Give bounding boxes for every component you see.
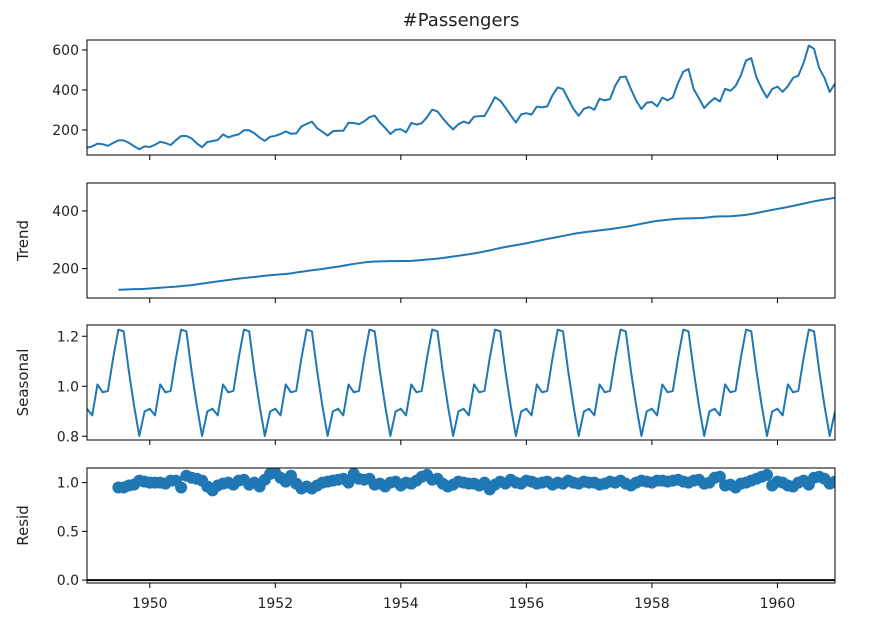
y-tick-label: 400: [52, 204, 79, 220]
y-axis-label-seasonal: Seasonal: [14, 349, 32, 417]
y-tick-label: 1.0: [57, 379, 79, 395]
axes-frame-seasonal: [86, 324, 836, 441]
resid-point: [850, 480, 862, 492]
y-tick-label: 200: [52, 262, 79, 278]
plot-area-observed: [87, 44, 835, 151]
x-tick-label: 1954: [383, 596, 419, 612]
resid-point: [839, 478, 851, 490]
x-tick-label: 1952: [257, 596, 293, 612]
y-axis-label-resid: Resid: [14, 505, 32, 545]
y-tick-label: 1.2: [57, 329, 79, 345]
resid-point: [342, 476, 355, 489]
panel-resid: 0.0 0.5 1.0 1950 1952 1954 1956 1958 1960 Resid: [14, 467, 873, 612]
panel-observed: 200 400 600 #Passengers: [52, 10, 836, 160]
resid-point: [866, 476, 873, 488]
observed-series-line: [87, 44, 835, 151]
axes-frame-trend: [86, 182, 836, 299]
resid-point: [855, 481, 867, 493]
resid-point: [828, 475, 835, 488]
axes-frame-observed: [86, 39, 836, 156]
plot-area-seasonal: [87, 328, 835, 437]
y-tick-label: 0.0: [57, 573, 79, 589]
trend-series-line: [118, 196, 835, 291]
seasonal-series-line: [87, 328, 835, 437]
panel-trend: 200 400 Trend: [14, 182, 836, 303]
resid-point: [845, 480, 857, 492]
y-tick-label: 200: [52, 123, 79, 139]
y-tick-label: 0.5: [57, 524, 79, 540]
x-tick-label: 1958: [634, 596, 670, 612]
y-tick-label: 1.0: [57, 476, 79, 492]
resid-point: [713, 470, 726, 483]
figure-title: #Passengers: [403, 10, 520, 31]
y-tick-label: 600: [52, 43, 79, 59]
axes-frame-resid: [86, 467, 836, 584]
x-tick-label: 1960: [760, 596, 796, 612]
plot-area-resid: [87, 468, 873, 582]
resid-point: [175, 481, 188, 494]
resid-point: [760, 468, 773, 481]
y-tick-label: 0.8: [57, 429, 79, 445]
y-tick-label: 400: [52, 83, 79, 99]
resid-point: [834, 478, 835, 485]
plot-area-trend: [118, 196, 835, 291]
panel-seasonal: 0.8 1.0 1.2 Seasonal: [14, 324, 836, 445]
x-tick-label: 1956: [509, 596, 545, 612]
y-axis-label-trend: Trend: [14, 220, 32, 262]
resid-point: [860, 488, 872, 500]
x-tick-label: 1950: [132, 596, 168, 612]
